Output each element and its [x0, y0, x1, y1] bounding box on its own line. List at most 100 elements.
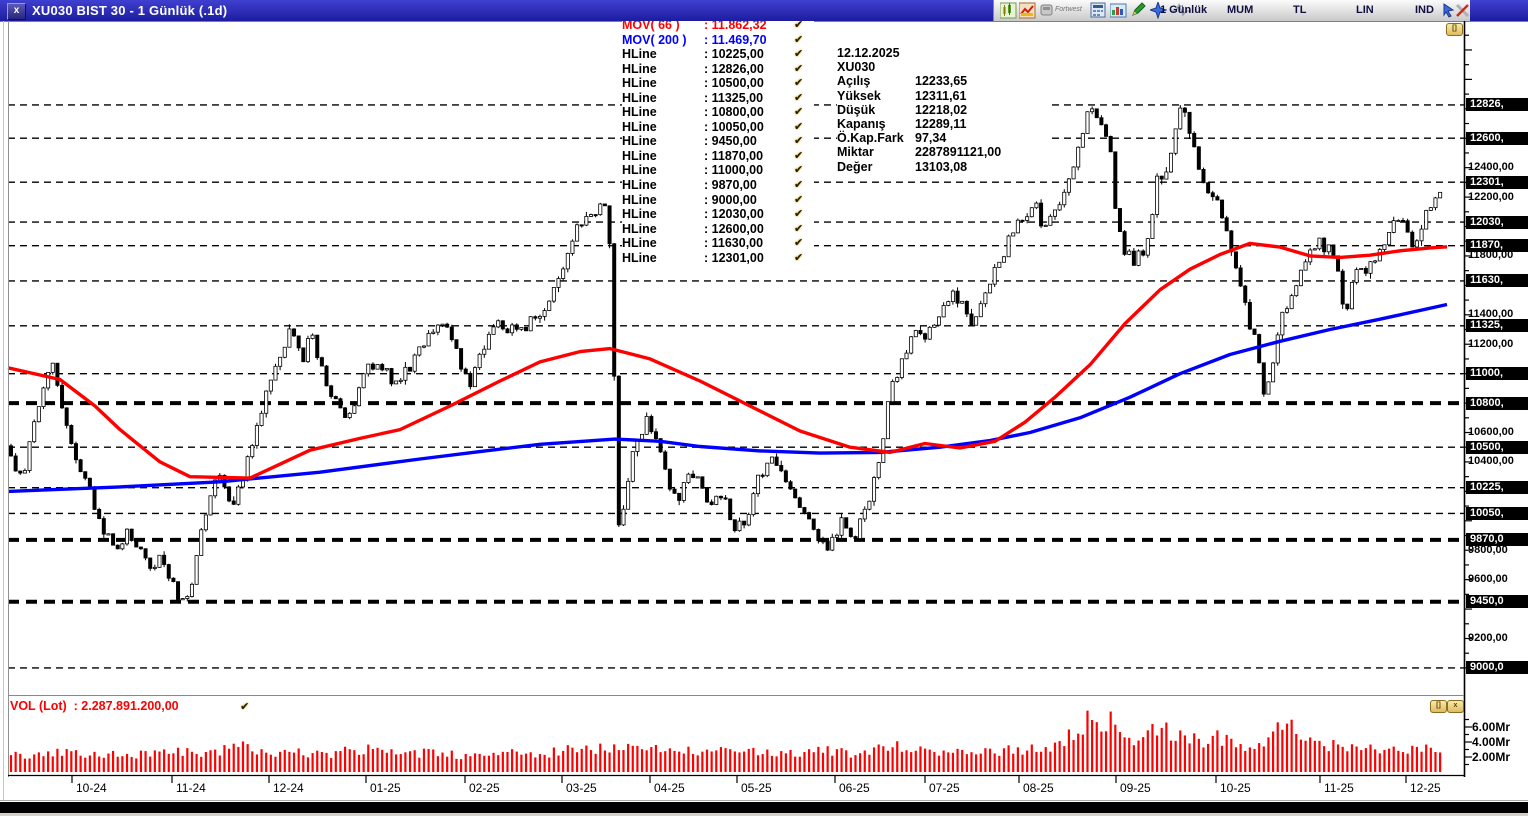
- month-label: 08-25: [1023, 781, 1054, 795]
- hline-price-label: 12030,: [1466, 215, 1528, 229]
- volume-tick-label: 4.00Mr: [1472, 735, 1511, 749]
- chart-candle-icon[interactable]: [999, 2, 1017, 19]
- info-row: Miktar 2287891121,00: [837, 145, 1002, 160]
- month-label: 04-25: [654, 781, 685, 795]
- info-row: XU030: [837, 60, 876, 75]
- price-tick-label: 9800,00: [1468, 543, 1508, 556]
- info-row: Yüksek 12311,61: [837, 88, 967, 103]
- window-bottom-bar: [0, 802, 1528, 813]
- currency-dropdown[interactable]: TL: [1293, 4, 1307, 16]
- legend-row[interactable]: HLine: 10050,00 ✔: [622, 119, 804, 134]
- legend-row[interactable]: HLine: 11870,00 ✔: [622, 148, 804, 163]
- visible-check-icon[interactable]: ✔: [794, 33, 804, 46]
- visible-check-icon[interactable]: ✔: [794, 120, 804, 133]
- legend-row[interactable]: HLine: 10225,00 ✔: [622, 47, 804, 62]
- legend-row[interactable]: HLine: 12301,00 ✔: [622, 250, 804, 265]
- visible-check-icon[interactable]: ✔: [794, 106, 804, 119]
- month-label: 10-24: [76, 781, 107, 795]
- hline-price-label: 12600,: [1466, 131, 1528, 145]
- price-tick-label: 10400,00: [1468, 455, 1514, 468]
- month-label: 01-25: [370, 781, 401, 795]
- hline-price-label: 10225,: [1466, 481, 1528, 495]
- volume-legend: VOL (Lot) : 2.287.891.200,00 ✔: [10, 699, 250, 713]
- volume-visible-check-icon[interactable]: ✔: [240, 701, 250, 713]
- hline-price-label: 9000,0: [1466, 661, 1528, 675]
- info-row: Kapanış 12289,11: [837, 116, 967, 131]
- window-frame-edge: [0, 813, 1528, 816]
- legend-row[interactable]: MOV( 66 ): 11.862,32 ✔: [622, 18, 804, 32]
- legend-row[interactable]: HLine: 9000,00 ✔: [622, 192, 804, 207]
- chart-close-button[interactable]: x: [7, 3, 26, 20]
- visible-check-icon[interactable]: ✔: [794, 193, 804, 206]
- visible-check-icon[interactable]: ✔: [794, 251, 804, 264]
- indicator-compass-icon[interactable]: [1148, 0, 1168, 20]
- month-label: 06-25: [839, 781, 870, 795]
- chart-settings-icon[interactable]: [1109, 2, 1127, 19]
- price-tick-label: 9200,00: [1468, 631, 1508, 644]
- visible-check-icon[interactable]: ✔: [794, 208, 804, 221]
- cursor-arrow-icon[interactable]: [1442, 2, 1459, 19]
- visible-check-icon[interactable]: ✔: [794, 91, 804, 104]
- chart-type-dropdown[interactable]: MUM: [1227, 4, 1254, 16]
- indicator-legend: MOV( 66 ): 11.862,32 ✔ MOV( 200 ): 11.469,…: [622, 18, 814, 266]
- quote-info-panel: 12.12.2025 XU030 Açılış 12233,65 Yüksek 12311…: [837, 46, 1051, 174]
- volume-pane-maximize-button[interactable]: []: [1430, 700, 1447, 713]
- price-tick-label: 12400,00: [1468, 161, 1514, 174]
- hline-price-label: 9870,0: [1466, 533, 1528, 547]
- legend-row[interactable]: HLine: 11325,00 ✔: [622, 90, 804, 105]
- legend-row[interactable]: MOV( 200 ): 11.469,70 ✔: [622, 32, 804, 47]
- visible-check-icon[interactable]: ✔: [794, 48, 804, 61]
- info-row: 12.12.2025: [837, 46, 900, 60]
- wave-icon[interactable]: [1170, 2, 1191, 19]
- hline-price-label: 9450,0: [1466, 595, 1528, 609]
- volume-tick-label: 2.00Mr: [1472, 750, 1511, 764]
- period-dropdown[interactable]: 1 Günlük: [1160, 4, 1208, 16]
- visible-check-icon[interactable]: ✔: [794, 237, 804, 250]
- volume-value: : 2.287.891.200,00: [73, 699, 179, 713]
- legend-row[interactable]: HLine: 10800,00 ✔: [622, 105, 804, 120]
- visible-check-icon[interactable]: ✔: [794, 77, 804, 90]
- window-title: XU030 BIST 30 - 1 Günlük (.1d): [32, 3, 228, 18]
- hline-price-label: 10050,: [1466, 506, 1528, 520]
- visible-check-icon[interactable]: ✔: [794, 164, 804, 177]
- visible-check-icon[interactable]: ✔: [794, 222, 804, 235]
- legend-row[interactable]: HLine: 11630,00 ✔: [622, 236, 804, 251]
- tools-icon[interactable]: [1455, 2, 1472, 19]
- visible-check-icon[interactable]: ✔: [794, 19, 804, 31]
- month-label: 05-25: [741, 781, 772, 795]
- month-label: 10-25: [1220, 781, 1251, 795]
- legend-row[interactable]: HLine: 11000,00 ✔: [622, 163, 804, 178]
- month-label: 11-25: [1324, 781, 1354, 795]
- legend-row[interactable]: HLine: 9870,00 ✔: [622, 178, 804, 193]
- hline-price-label: 11000,: [1466, 367, 1528, 381]
- visible-check-icon[interactable]: ✔: [794, 62, 804, 75]
- legend-row[interactable]: HLine: 10500,00 ✔: [622, 76, 804, 91]
- volume-tick-label: 6.00Mr: [1472, 720, 1511, 734]
- month-label: 02-25: [469, 781, 500, 795]
- volume-label: VOL (Lot): [10, 699, 67, 713]
- fortwest-label: Fortwest: [1055, 6, 1082, 13]
- indicator-dropdown[interactable]: IND: [1415, 4, 1434, 16]
- legend-row[interactable]: HLine: 12826,00 ✔: [622, 61, 804, 76]
- fortwest-plugin-button[interactable]: Fortwest: [1040, 2, 1086, 19]
- scale-dropdown[interactable]: LIN: [1356, 4, 1374, 16]
- info-row: Açılış 12233,65: [837, 74, 968, 89]
- price-pane-maximize-button[interactable]: []: [1446, 23, 1463, 36]
- hline-price-label: 10500,: [1466, 440, 1528, 454]
- calculator-icon[interactable]: [1090, 2, 1107, 19]
- legend-row[interactable]: HLine: 9450,00 ✔: [622, 134, 804, 149]
- visible-check-icon[interactable]: ✔: [794, 135, 804, 148]
- chart-red-icon[interactable]: [1018, 2, 1036, 19]
- legend-row[interactable]: HLine: 12600,00 ✔: [622, 221, 804, 236]
- info-row: Değer 13103,08: [837, 159, 968, 174]
- volume-pane-close-button[interactable]: x: [1447, 700, 1464, 713]
- draw-pencil-icon[interactable]: [1130, 2, 1147, 19]
- visible-check-icon[interactable]: ✔: [794, 149, 804, 162]
- hline-price-label: 12826,: [1466, 98, 1528, 112]
- hline-price-label: 10800,: [1466, 396, 1528, 410]
- hline-price-label: 12301,: [1466, 175, 1528, 189]
- legend-row[interactable]: HLine: 12030,00 ✔: [622, 207, 804, 222]
- month-label: 03-25: [566, 781, 597, 795]
- visible-check-icon[interactable]: ✔: [794, 179, 804, 192]
